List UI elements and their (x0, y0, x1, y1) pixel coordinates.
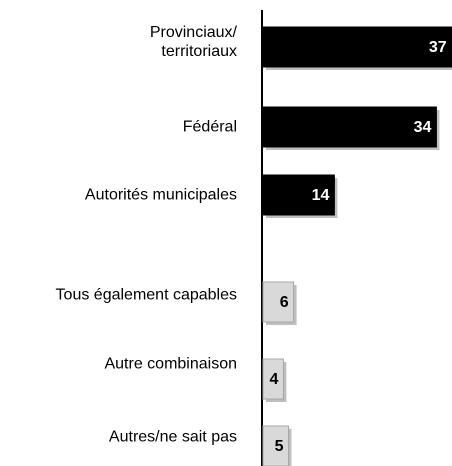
bar (262, 281, 295, 323)
value-label: 4 (269, 371, 278, 388)
value-label: 5 (275, 438, 284, 455)
value-label: 6 (280, 294, 289, 311)
category-label: Provinciaux/ territoriaux (149, 24, 237, 60)
category-label: Autre combinaison (104, 355, 237, 373)
bar (262, 26, 452, 68)
value-label: 37 (429, 39, 447, 56)
bar (262, 358, 284, 400)
bar (262, 174, 335, 216)
category-label: Tous également capables (55, 286, 237, 304)
category-label: Autres/ne sait pas (108, 428, 237, 446)
value-label: 34 (414, 119, 432, 136)
bar (262, 425, 289, 466)
value-label: 14 (312, 187, 330, 204)
bar (262, 106, 437, 148)
category-label: Autorités municipales (84, 186, 237, 204)
category-label: Fédéral (182, 118, 237, 136)
